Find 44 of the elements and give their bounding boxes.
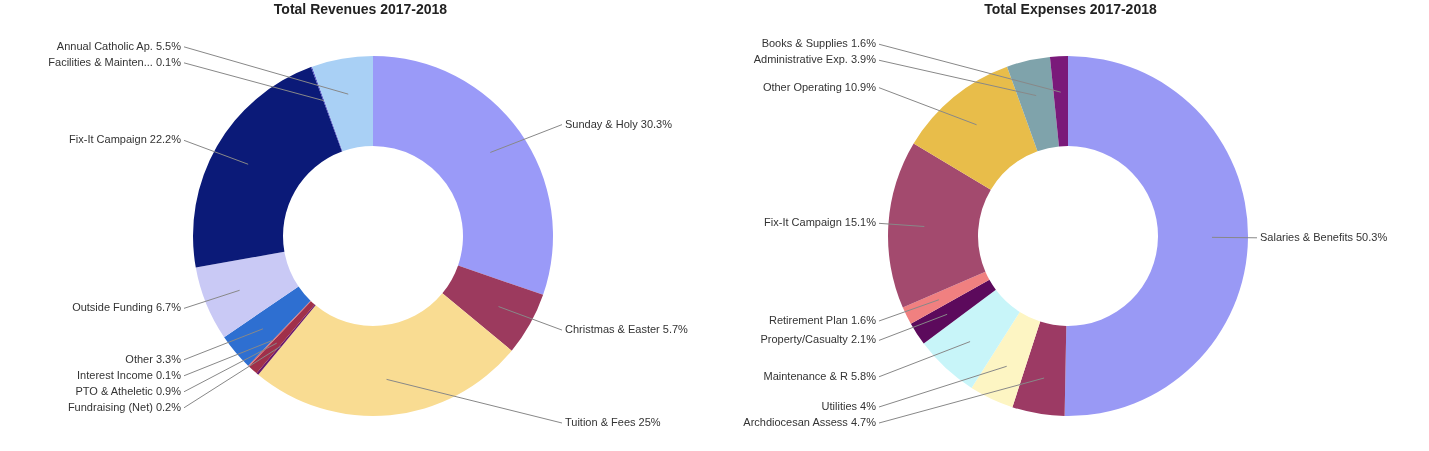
donut-slice <box>1049 56 1068 147</box>
donut-slice <box>923 289 1020 388</box>
donut-slice <box>256 304 316 375</box>
slice-label: Other 3.3% <box>125 352 182 365</box>
donut-slice <box>1064 56 1248 416</box>
slice-label: Property/Casualty 2.1% <box>760 333 877 346</box>
donut-slice <box>1012 321 1067 416</box>
donut-slice <box>910 279 996 344</box>
slice-label: Fix-It Campaign 22.2% <box>69 133 182 146</box>
slice-label: Christmas & Easter 5.7% <box>565 323 689 336</box>
slice-label: Fundraising (Net) 0.2% <box>67 400 182 413</box>
slice-label: Archdiocesan Assess 4.7% <box>743 416 877 428</box>
donut-slice <box>1007 56 1059 152</box>
slice-label: Maintenance & R 5.8% <box>763 369 877 382</box>
chart-title: Total Revenues 2017-2018 <box>273 1 448 17</box>
donut-slice <box>913 66 1038 190</box>
slice-label: Sunday & Holy 30.3% <box>565 117 673 130</box>
slice-label: Administrative Exp. 3.9% <box>753 53 877 66</box>
donut-slice <box>971 311 1041 408</box>
donut-slice <box>373 56 553 295</box>
donut-slice <box>248 301 315 374</box>
slice-label: Tuition & Fees 25% <box>565 416 661 428</box>
slice-label: Retirement Plan 1.6% <box>769 314 877 327</box>
slice-label: Books & Supplies 1.6% <box>761 37 877 50</box>
donut-slice <box>888 143 991 308</box>
donut-slice <box>312 56 373 152</box>
slice-label: Fix-It Campaign 15.1% <box>764 216 877 229</box>
donut-slice <box>902 271 990 324</box>
slice-label: Annual Catholic Ap. 5.5% <box>56 39 182 52</box>
slice-label: Salaries & Benefits 50.3% <box>1260 230 1388 243</box>
donut-slice <box>224 286 311 366</box>
donut-slice <box>248 300 311 367</box>
donut-slice <box>193 67 342 268</box>
slice-label: Facilities & Mainten... 0.1% <box>48 55 182 68</box>
donut-slice <box>310 66 343 152</box>
donut-slice <box>258 293 512 416</box>
chart-title: Total Expenses 2017-2018 <box>984 1 1157 17</box>
slice-label: Interest Income 0.1% <box>77 368 182 381</box>
slice-label: Utilities 4% <box>821 400 877 412</box>
donut-slice <box>442 265 544 351</box>
slice-label: PTO & Atheletic 0.9% <box>75 384 182 397</box>
donut-slice <box>195 251 299 338</box>
slice-label: Outside Funding 6.7% <box>72 301 182 314</box>
slice-label: Other Operating 10.9% <box>762 80 877 93</box>
